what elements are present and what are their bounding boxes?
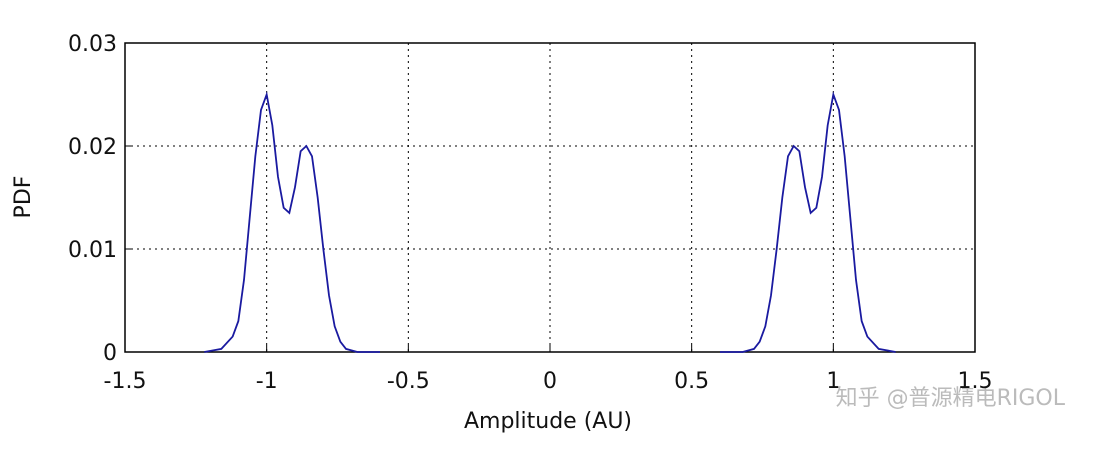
x-tick-label: 1.5: [958, 369, 993, 394]
x-axis-label: Amplitude (AU): [464, 409, 632, 434]
y-tick-label: 0.01: [68, 238, 117, 263]
y-tick-label: 0.03: [68, 32, 117, 57]
y-tick-label: 0.02: [68, 135, 117, 160]
x-tick-label: -0.5: [387, 369, 430, 394]
y-tick-label: 0: [103, 341, 117, 366]
x-tick-label: 1: [826, 369, 840, 394]
data-line: [204, 91, 896, 353]
x-tick-label: -1: [256, 369, 278, 394]
plot-frame: [124, 42, 976, 353]
x-tick-label: 0.5: [674, 369, 709, 394]
x-tick-label: -1.5: [104, 369, 147, 394]
y-axis-label: PDF: [11, 176, 36, 219]
x-tick-label: 0: [543, 369, 557, 394]
watermark: 知乎 @普源精电RIGOL: [836, 386, 1066, 411]
